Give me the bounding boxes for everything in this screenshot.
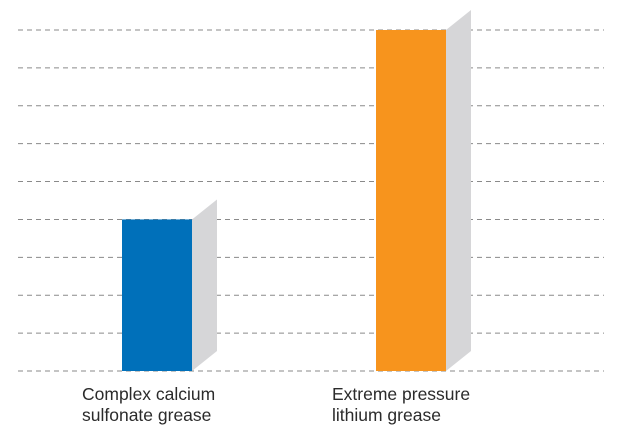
bars — [122, 10, 471, 371]
bar-side-face — [446, 10, 471, 371]
bar-front-face — [376, 30, 446, 371]
category-label-line: sulfonate grease — [82, 405, 212, 425]
category-label-line: Complex calcium — [82, 384, 216, 404]
category-label-line: Extreme pressure — [332, 384, 471, 404]
bar-front-face — [122, 219, 192, 371]
bar-1 — [122, 199, 217, 371]
category-label-lithium: Extreme pressure lithium grease — [332, 384, 542, 426]
bar-side-face — [192, 199, 217, 371]
bar-2 — [376, 10, 471, 371]
category-label-line: lithium grease — [332, 405, 441, 425]
category-label-calcium-sulfonate: Complex calcium sulfonate grease — [82, 384, 292, 426]
gridlines — [18, 29, 604, 372]
